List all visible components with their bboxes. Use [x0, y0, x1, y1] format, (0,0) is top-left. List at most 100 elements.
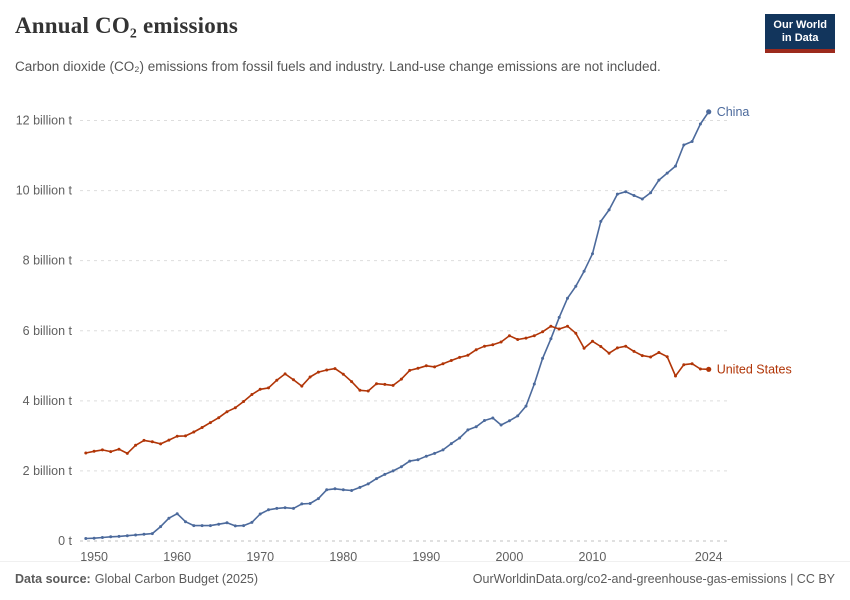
series-point-united-states	[582, 346, 586, 350]
series-point-united-states	[640, 354, 644, 358]
series-line-china[interactable]	[85, 111, 710, 540]
series-point-china	[665, 171, 669, 175]
series-point-china	[466, 428, 470, 432]
series-point-china	[125, 534, 129, 538]
series-point-china	[566, 296, 569, 300]
series-point-china	[275, 506, 279, 510]
chart-header: Annual CO₂ emissions Our World in Data C…	[0, 0, 850, 75]
owid-logo[interactable]: Our World in Data	[765, 14, 835, 53]
x-tick-label: 2024	[695, 550, 723, 564]
series-point-united-states	[200, 426, 204, 429]
series-point-united-states	[341, 372, 345, 376]
series-point-united-states	[283, 372, 287, 376]
series-end-dot-united-states	[706, 366, 712, 372]
series-point-united-states	[167, 438, 171, 442]
series-point-china	[607, 208, 611, 212]
y-tick-label: 4 billion t	[23, 394, 73, 408]
y-tick-label: 2 billion t	[23, 464, 73, 478]
series-point-china	[499, 423, 503, 427]
series-point-china	[375, 477, 378, 481]
series-point-united-states	[649, 355, 653, 359]
x-tick-label: 1960	[163, 550, 191, 564]
series-point-china	[524, 404, 528, 408]
series-point-china	[200, 524, 204, 528]
series-end-dot-china	[706, 109, 712, 115]
series-point-china	[615, 192, 619, 196]
series-point-united-states	[308, 375, 312, 379]
series-point-china	[483, 419, 486, 422]
series-point-china	[549, 337, 553, 341]
x-tick-label: 1970	[246, 550, 274, 564]
series-point-united-states	[184, 434, 187, 438]
series-point-china	[408, 459, 412, 463]
series-point-united-states	[192, 430, 196, 434]
series-point-united-states	[292, 378, 295, 382]
series-point-united-states	[674, 374, 677, 378]
series-point-china	[217, 522, 221, 526]
series-point-united-states	[333, 367, 337, 371]
series-point-united-states	[267, 386, 270, 390]
series-point-china	[283, 506, 287, 510]
series-point-china	[491, 416, 495, 420]
series-point-united-states	[665, 355, 669, 359]
footer-link[interactable]: OurWorldinData.org/co2-and-greenhouse-ga…	[472, 572, 835, 586]
series-point-united-states	[657, 351, 661, 354]
series-point-china	[674, 164, 677, 168]
series-point-china	[383, 472, 387, 476]
series-point-united-states	[159, 442, 163, 446]
series-point-united-states	[424, 364, 428, 368]
chart-title: Annual CO₂ emissions	[15, 13, 239, 38]
line-chart[interactable]: 0 t 2 billion t 4 billion t 6 billion t 8 bi…	[0, 83, 850, 573]
series-point-united-states	[142, 438, 146, 442]
series-point-china	[657, 178, 661, 182]
series-point-united-states	[574, 331, 578, 335]
series-point-united-states	[358, 388, 362, 392]
series-point-china	[267, 508, 270, 512]
series-point-china	[574, 284, 578, 288]
series-point-united-states	[483, 344, 486, 348]
series-point-united-states	[499, 340, 503, 344]
series-point-china	[250, 520, 254, 524]
series-point-united-states	[225, 410, 229, 414]
series-point-china	[84, 537, 88, 540]
series-label-china[interactable]: China	[717, 105, 750, 119]
series-point-united-states	[175, 434, 179, 438]
series-point-china	[458, 436, 462, 440]
series-point-united-states	[491, 343, 495, 347]
series-point-china	[690, 140, 694, 143]
series-point-united-states	[416, 366, 420, 370]
series-point-united-states	[507, 334, 511, 338]
series-point-china	[175, 512, 179, 516]
series-point-china	[424, 454, 428, 458]
series-point-china	[599, 219, 603, 223]
series-point-united-states	[125, 451, 129, 455]
chart-subtitle: Carbon dioxide (CO₂) emissions from foss…	[15, 59, 661, 74]
series-point-united-states	[258, 387, 262, 391]
y-tick-label: 0 t	[58, 534, 72, 548]
series-point-united-states	[208, 421, 212, 425]
series-point-united-states	[399, 377, 403, 381]
series-point-china	[516, 414, 520, 418]
series-point-united-states	[466, 353, 470, 357]
series-point-china	[192, 524, 196, 528]
series-point-united-states	[566, 324, 569, 328]
series-point-china	[292, 506, 295, 510]
y-tick-label: 10 billion t	[16, 184, 73, 198]
series-point-china	[184, 520, 187, 524]
y-tick-label: 8 billion t	[23, 254, 73, 268]
series-point-china	[591, 252, 594, 256]
owid-logo-line2: in Data	[781, 32, 819, 44]
series-point-united-states	[532, 334, 536, 338]
series-point-china	[682, 143, 686, 147]
series-point-china	[242, 524, 246, 528]
series-point-china	[341, 488, 345, 492]
series-point-china	[100, 536, 104, 539]
series-point-united-states	[109, 450, 113, 454]
series-label-united-states[interactable]: United States	[717, 362, 792, 376]
owid-logo-line1: Our World	[773, 19, 827, 31]
series-point-united-states	[682, 363, 686, 367]
series-line-united-states[interactable]	[85, 325, 709, 455]
series-point-united-states	[408, 368, 412, 372]
series-point-china	[350, 489, 354, 492]
